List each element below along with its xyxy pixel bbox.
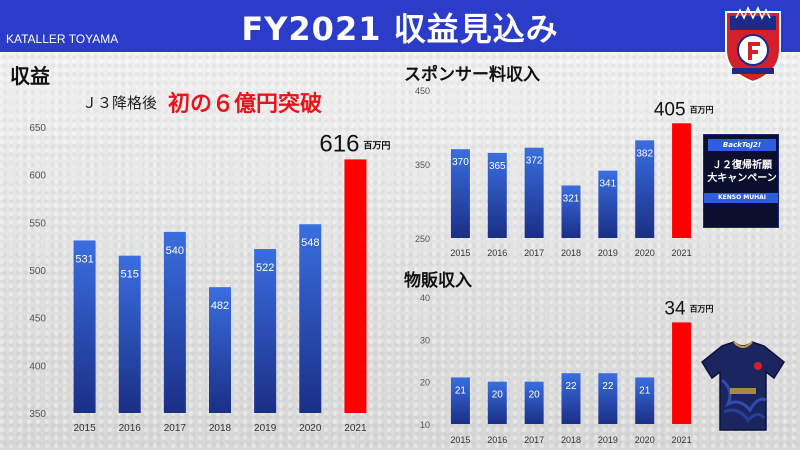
- banner-sub-text: KENSO MUHAI: [704, 193, 778, 203]
- revenue-highlight-value: 616: [319, 130, 359, 157]
- merchandise-year-label: 2019: [598, 435, 618, 445]
- sponsor-year-label: 2021: [672, 248, 692, 258]
- club-emblem: [725, 6, 781, 84]
- sponsor-unit-label: 百万円: [690, 105, 714, 114]
- sponsor-value-label: 365: [489, 161, 506, 172]
- merchandise-ytick-label: 10: [420, 420, 430, 430]
- sponsor-bar: [672, 123, 692, 238]
- sponsor-value-label: 372: [526, 156, 543, 167]
- revenue-value-label: 548: [301, 237, 319, 249]
- merchandise-ytick-label: 30: [420, 335, 430, 345]
- sponsor-ytick-label: 450: [415, 86, 430, 96]
- sponsor-value-label: 341: [600, 179, 617, 190]
- merchandise-year-label: 2017: [524, 435, 544, 445]
- revenue-ytick-label: 450: [29, 314, 46, 325]
- revenue-bar: [209, 287, 231, 413]
- brand-name: KATALLER TOYAMA: [6, 32, 119, 46]
- sponsor-bar: [635, 140, 655, 238]
- revenue-year-label: 2017: [164, 423, 187, 434]
- banner-line-1: Ｊ２復帰祈願: [712, 160, 772, 171]
- sponsor-bar: [487, 152, 507, 238]
- merchandise-bar: [598, 373, 618, 424]
- merchandise-year-label: 2018: [561, 435, 581, 445]
- merchandise-bar: [524, 381, 544, 424]
- sponsor-year-label: 2020: [635, 248, 655, 258]
- merchandise-bar: [672, 322, 692, 424]
- jersey-image: [701, 341, 785, 431]
- merchandise-bar: [450, 377, 470, 424]
- merchandise-bar: [561, 373, 581, 424]
- revenue-highlight: 初の６億円突破: [168, 92, 323, 117]
- sponsor-year-label: 2018: [561, 248, 581, 258]
- banner-main-text: Ｊ２復帰祈願 大キャンペーン: [704, 159, 778, 185]
- revenue-bar: [118, 255, 141, 413]
- merchandise-ytick-label: 40: [420, 293, 430, 303]
- sponsor-ytick-label: 250: [415, 234, 430, 244]
- revenue-section-title: 収益: [10, 64, 50, 88]
- revenue-ytick-label: 500: [29, 266, 46, 277]
- merchandise-ytick-label: 20: [420, 378, 430, 388]
- sponsor-value-label: 382: [636, 148, 653, 159]
- merchandise-highlight-value: 34: [664, 298, 686, 319]
- merchandise-year-label: 2021: [672, 435, 692, 445]
- revenue-bar: [299, 224, 322, 413]
- banner-top-text: BackToJ2!: [708, 139, 776, 151]
- sponsor-bar: [598, 170, 618, 238]
- sponsor-highlight-value: 405: [654, 99, 686, 120]
- merchandise-value-label: 22: [565, 381, 577, 392]
- revenue-ytick-label: 650: [29, 123, 46, 134]
- sponsor-bar: [524, 147, 544, 238]
- revenue-value-label: 531: [75, 253, 93, 265]
- merchandise-year-label: 2015: [450, 435, 470, 445]
- header-bar: FY2021 収益見込み KATALLER TOYAMA: [0, 0, 800, 52]
- merchandise-value-label: 20: [529, 390, 541, 401]
- revenue-value-label: 482: [211, 300, 229, 312]
- sponsor-value-label: 370: [452, 157, 469, 168]
- revenue-value-label: 515: [121, 269, 139, 281]
- sponsor-section-title: スポンサー料収入: [404, 65, 540, 85]
- revenue-year-label: 2020: [299, 423, 322, 434]
- sponsor-year-label: 2019: [598, 248, 618, 258]
- revenue-subtitle: Ｊ３降格後: [82, 94, 158, 112]
- sponsor-ytick-label: 350: [415, 160, 430, 170]
- merch-section-title: 物販収入: [404, 271, 472, 291]
- sponsor-bar: [561, 185, 581, 238]
- merchandise-bar: [487, 381, 507, 424]
- merchandise-value-label: 20: [492, 390, 504, 401]
- revenue-year-label: 2021: [344, 423, 367, 434]
- revenue-ytick-label: 600: [29, 171, 46, 182]
- revenue-value-label: 540: [166, 245, 184, 257]
- campaign-banner: BackToJ2! Ｊ２復帰祈願 大キャンペーン KENSO MUHAI: [703, 134, 779, 228]
- revenue-year-label: 2018: [209, 423, 232, 434]
- merchandise-value-label: 22: [602, 381, 614, 392]
- revenue-ytick-label: 350: [29, 409, 46, 420]
- revenue-unit-label: 百万円: [363, 140, 390, 150]
- revenue-ytick-label: 550: [29, 218, 46, 229]
- merchandise-bar: [635, 377, 655, 424]
- revenue-year-label: 2019: [254, 423, 277, 434]
- sponsor-year-label: 2017: [524, 248, 544, 258]
- banner-line-2: 大キャンペーン: [707, 173, 777, 184]
- revenue-bar: [73, 240, 96, 413]
- revenue-year-label: 2016: [119, 423, 142, 434]
- revenue-bar: [344, 159, 367, 413]
- revenue-ytick-label: 400: [29, 361, 46, 372]
- revenue-year-label: 2015: [73, 423, 96, 434]
- revenue-bar: [163, 231, 186, 413]
- revenue-bar: [254, 249, 277, 413]
- sponsor-year-label: 2015: [450, 248, 470, 258]
- sponsor-value-label: 321: [563, 193, 580, 204]
- merchandise-unit-label: 百万円: [690, 304, 714, 313]
- merchandise-year-label: 2016: [487, 435, 507, 445]
- sponsor-year-label: 2016: [487, 248, 507, 258]
- page-title: FY2021 収益見込み: [241, 10, 559, 48]
- merchandise-value-label: 21: [455, 385, 467, 396]
- revenue-value-label: 522: [256, 262, 274, 274]
- sponsor-bar: [450, 149, 470, 238]
- merchandise-year-label: 2020: [635, 435, 655, 445]
- merchandise-value-label: 21: [639, 385, 651, 396]
